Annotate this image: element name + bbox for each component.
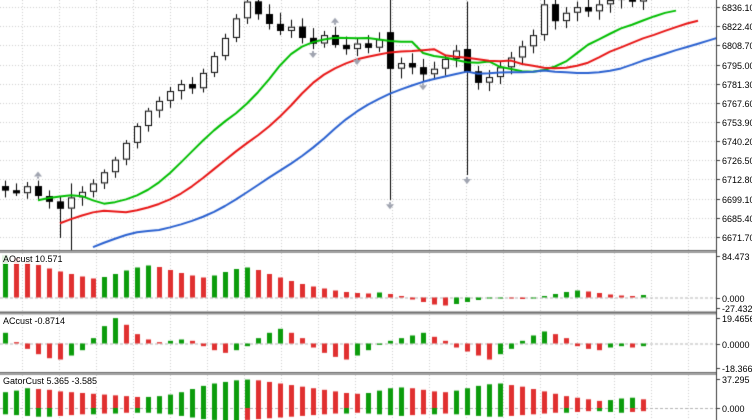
price-axis-label: 6671.70 bbox=[722, 233, 752, 243]
price-axis-label: 6781.30 bbox=[722, 80, 752, 90]
indicator-axis-label: 19.4656 bbox=[722, 314, 752, 324]
indicator-label-aocust: AOcust 10.571 bbox=[3, 254, 65, 264]
price-axis-label: 6726.50 bbox=[722, 156, 752, 166]
indicator-axis-label: 0.000 bbox=[722, 404, 745, 414]
indicator-axis-label: 84.473 bbox=[722, 252, 750, 262]
price-axis-label: 6767.60 bbox=[722, 99, 752, 109]
indicator-axis-label: 0.0000 bbox=[722, 340, 750, 350]
indicator-axis-label: -27.432 bbox=[722, 304, 752, 314]
price-axis-label: 6685.40 bbox=[722, 214, 752, 224]
price-axis-label: 6836.10 bbox=[722, 3, 752, 13]
indicator-axis-label: -18.3669 bbox=[722, 364, 752, 374]
indicator-label-accust: ACcust -0.8714 bbox=[3, 316, 68, 326]
indicator-label-gatorcust: GatorCust 5.365 -3.585 bbox=[3, 376, 100, 386]
price-axis-label: 6795.00 bbox=[722, 61, 752, 71]
indicator-axis-label: 37.295 bbox=[722, 375, 750, 385]
price-axis-label: 6699.10 bbox=[722, 195, 752, 205]
price-axis-label: 6822.40 bbox=[722, 22, 752, 32]
price-axis-label: 6753.90 bbox=[722, 118, 752, 128]
price-axis-label: 6808.70 bbox=[722, 41, 752, 51]
price-axis-label: 6740.20 bbox=[722, 137, 752, 147]
price-axis-label: 6712.80 bbox=[722, 175, 752, 185]
indicator-axis-label: 0.000 bbox=[722, 294, 745, 304]
